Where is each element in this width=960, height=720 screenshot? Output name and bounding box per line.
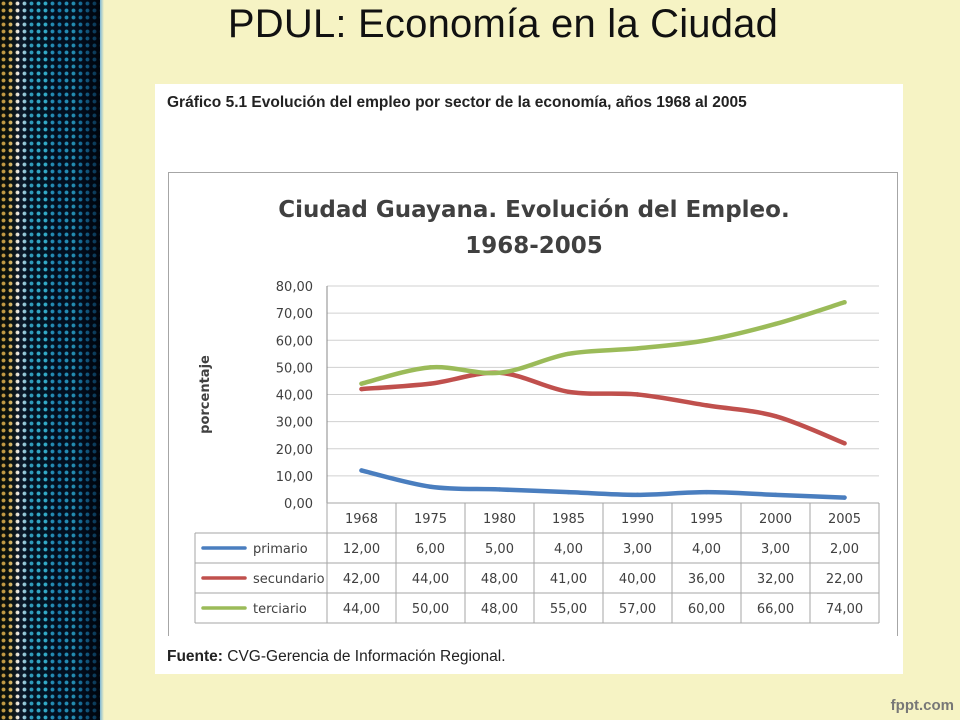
data-point-terciario [773, 321, 778, 327]
y-tick-label: 50,00 [276, 361, 313, 376]
x-tick-label: 1968 [345, 512, 378, 527]
y-tick-label: 20,00 [276, 443, 313, 458]
figure-source: Fuente: CVG-Gerencia de Información Regi… [167, 648, 506, 666]
data-label-primario: 6,00 [416, 542, 445, 557]
data-point-terciario [842, 300, 847, 305]
data-label-secundario: 48,00 [481, 572, 518, 587]
series-line-primario [359, 468, 847, 500]
chart-title-line-2: 1968-2005 [465, 233, 603, 259]
x-tick-label: 1985 [552, 512, 585, 527]
data-point-secundario [359, 386, 364, 392]
data-point-secundario [704, 403, 709, 408]
watermark: fppt.com [890, 697, 954, 714]
data-point-terciario [497, 370, 502, 375]
data-point-primario [635, 492, 640, 498]
data-point-secundario [635, 392, 640, 397]
data-label-primario: 2,00 [830, 542, 859, 557]
decorative-strip-edge [100, 0, 104, 720]
data-label-terciario: 60,00 [688, 602, 725, 617]
legend-label-terciario: terciario [253, 602, 307, 617]
y-tick-label: 60,00 [276, 334, 313, 349]
chart-figure: Gráfico 5.1 Evolución del empleo por sec… [155, 84, 903, 674]
data-label-terciario: 44,00 [343, 602, 380, 617]
y-axis-label: porcentaje [198, 355, 213, 434]
data-point-terciario [566, 351, 571, 357]
data-label-terciario: 50,00 [412, 602, 449, 617]
source-text: CVG-Gerencia de Información Regional. [222, 648, 506, 665]
data-point-secundario [773, 414, 778, 419]
x-tick-label: 1995 [690, 512, 723, 527]
x-tick-label: 1990 [621, 512, 654, 527]
source-label: Fuente: [167, 648, 223, 665]
series-line-terciario [359, 300, 847, 386]
data-point-secundario [842, 441, 847, 446]
data-label-terciario: 48,00 [481, 602, 518, 617]
data-label-primario: 12,00 [343, 542, 380, 557]
x-tick-label: 2005 [828, 512, 861, 527]
data-label-secundario: 32,00 [757, 572, 794, 587]
data-point-primario [497, 487, 502, 492]
data-point-primario [704, 489, 709, 495]
y-tick-label: 0,00 [284, 497, 313, 512]
data-point-secundario [428, 381, 433, 386]
legend-label-primario: primario [253, 542, 308, 557]
x-tick-label: 2000 [759, 512, 792, 527]
data-point-terciario [428, 365, 433, 370]
decorative-dot-strip-color [0, 0, 104, 720]
data-point-primario [773, 492, 778, 498]
data-point-primario [566, 489, 571, 495]
data-label-terciario: 74,00 [826, 602, 863, 617]
data-point-terciario [635, 346, 640, 351]
data-point-primario [842, 495, 847, 500]
data-label-secundario: 42,00 [343, 572, 380, 587]
series-line-secundario [359, 370, 847, 446]
data-label-secundario: 22,00 [826, 572, 863, 587]
data-point-terciario [704, 338, 709, 343]
chart-frame: Ciudad Guayana. Evolución del Empleo. 196… [168, 172, 898, 636]
x-tick-label: 1975 [414, 512, 447, 527]
data-point-secundario [566, 389, 571, 394]
chart-title-line-1: Ciudad Guayana. Evolución del Empleo. [278, 197, 789, 223]
data-point-terciario [359, 381, 364, 386]
slide-title: PDUL: Economía en la Ciudad [227, 2, 779, 46]
data-label-terciario: 57,00 [619, 602, 656, 617]
x-tick-label: 1980 [483, 512, 516, 527]
y-tick-label: 40,00 [276, 389, 313, 404]
legend-label-secundario: secundario [253, 572, 325, 587]
data-label-primario: 4,00 [554, 542, 583, 557]
data-label-secundario: 36,00 [688, 572, 725, 587]
y-tick-label: 70,00 [276, 307, 313, 322]
data-label-primario: 3,00 [761, 542, 790, 557]
data-label-primario: 3,00 [623, 542, 652, 557]
data-point-primario [359, 468, 364, 473]
figure-caption: Gráfico 5.1 Evolución del empleo por sec… [167, 94, 747, 111]
line-chart: Ciudad Guayana. Evolución del Empleo. 196… [194, 197, 880, 624]
y-tick-label: 80,00 [276, 280, 313, 295]
y-tick-label: 10,00 [276, 470, 313, 485]
data-label-secundario: 40,00 [619, 572, 656, 587]
data-label-terciario: 66,00 [757, 602, 794, 617]
y-tick-label: 30,00 [276, 416, 313, 431]
data-label-terciario: 55,00 [550, 602, 587, 617]
data-label-secundario: 41,00 [550, 572, 587, 587]
data-point-primario [428, 484, 433, 489]
data-label-primario: 5,00 [485, 542, 514, 557]
data-label-primario: 4,00 [692, 542, 721, 557]
data-label-secundario: 44,00 [412, 572, 449, 587]
